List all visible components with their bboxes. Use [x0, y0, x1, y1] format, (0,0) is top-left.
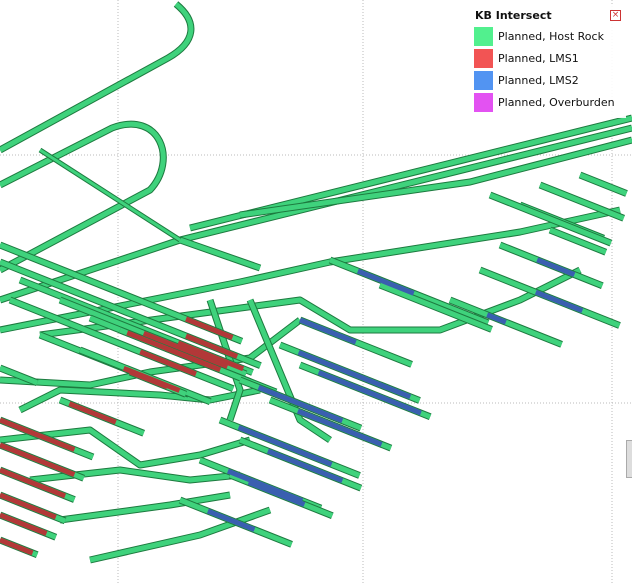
- tunnel: [89, 507, 271, 563]
- ore-intersection: [185, 316, 234, 340]
- legend-swatch: [474, 49, 493, 68]
- ore-intersection: [185, 333, 239, 359]
- ore-intersection: [257, 385, 344, 424]
- ore-intersection: [247, 480, 306, 507]
- tunnel: [549, 227, 607, 255]
- ore-intersection: [206, 508, 256, 532]
- ore-intersection: [534, 289, 584, 314]
- tunnel: [247, 299, 332, 443]
- ore-intersection: [139, 349, 197, 377]
- ore-intersection: [0, 537, 34, 556]
- legend-label: Planned, LMS2: [498, 74, 579, 87]
- tunnel: [39, 267, 582, 338]
- ore-intersection: [299, 317, 357, 345]
- ore-intersection: [296, 408, 383, 447]
- ore-intersection: [0, 467, 67, 499]
- ore-intersection: [0, 442, 76, 477]
- legend-label: Planned, Overburden: [498, 96, 615, 109]
- legend-swatch: [474, 27, 493, 46]
- ore-intersection: [317, 370, 422, 416]
- legend-swatch: [474, 71, 493, 90]
- ore-intersection: [536, 257, 576, 277]
- tunnel: [379, 282, 493, 332]
- legend-title: KB Intersect: [475, 9, 552, 22]
- scrollbar[interactable]: [626, 440, 632, 478]
- tunnel: [489, 192, 612, 246]
- tunnel: [0, 365, 39, 386]
- tunnels: [0, 1, 632, 564]
- tunnel: [239, 137, 632, 218]
- ore-intersection: [68, 401, 117, 425]
- close-button[interactable]: ×: [610, 10, 621, 21]
- tunnel-outline: [0, 1, 195, 154]
- tunnel: [0, 121, 166, 273]
- legend-swatch: [474, 93, 493, 112]
- ore-intersection: [177, 340, 245, 372]
- ore-intersection: [129, 369, 169, 390]
- ore-intersection: [266, 448, 344, 484]
- tunnel: [0, 427, 251, 468]
- tunnel: [179, 125, 632, 243]
- tunnel: [39, 148, 181, 242]
- ore-intersection: [142, 330, 229, 369]
- tunnel: [539, 182, 625, 221]
- legend-label: Planned, LMS1: [498, 52, 579, 65]
- tunnel: [18, 387, 261, 413]
- tunnel: [59, 492, 231, 523]
- legend: KB Intersect × Planned, Host Rock Planned…: [470, 6, 626, 118]
- ore-intersection: [0, 492, 57, 520]
- ore-intersection: [0, 417, 76, 452]
- ore-intersection: [226, 468, 304, 504]
- tunnel: [0, 2, 194, 153]
- ore-intersection: [297, 350, 412, 400]
- tunnel: [579, 172, 628, 196]
- ore-intersection: [0, 512, 48, 536]
- legend-label: Planned, Host Rock: [498, 30, 604, 43]
- ore-intersection: [165, 346, 214, 370]
- ore-intersection: [486, 312, 507, 325]
- ore-intersection: [356, 268, 415, 296]
- ore-intersection: [237, 425, 333, 467]
